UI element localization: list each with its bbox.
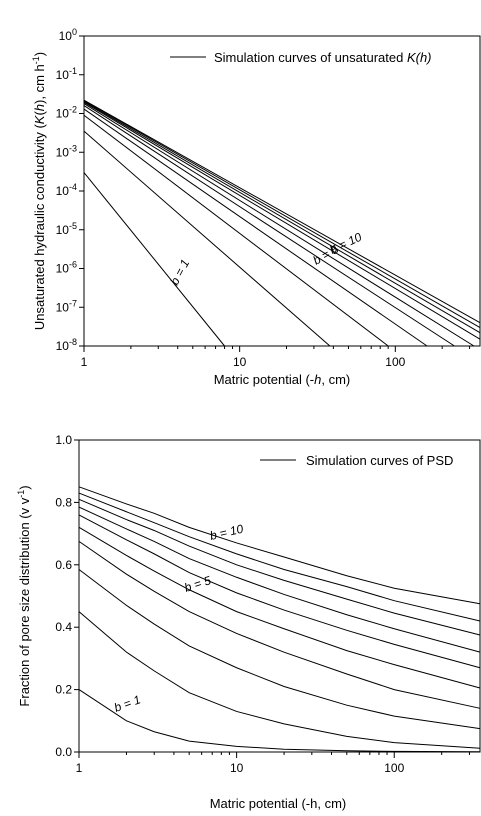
- conductivity-curve-b6: [83, 103, 475, 347]
- psd-curve-b5: [78, 526, 481, 689]
- conductivity-y-tick-label: 10-2: [56, 105, 77, 121]
- conductivity-label-b1: b = 1: [167, 257, 192, 287]
- conductivity-curves: [83, 99, 481, 347]
- psd-curve-b8: [78, 498, 481, 636]
- psd-y-tick-label: 0.8: [55, 495, 72, 509]
- psd-y-tick-label: 0.6: [55, 558, 72, 572]
- psd-curve-b1: [78, 689, 481, 753]
- psd-label-b1: b = 1: [112, 692, 142, 714]
- conductivity-chart: 1 10 100 10010-110-210-310-410-510-610-710…: [31, 27, 481, 387]
- conductivity-y-tick-label: 10-1: [56, 66, 77, 82]
- conductivity-curve-b10: [83, 99, 481, 324]
- conductivity-curve-b3: [83, 114, 389, 347]
- psd-curve-b10: [78, 486, 481, 605]
- psd-curve-b4: [78, 540, 481, 709]
- conductivity-y-ticks: 100 10-1 10-2 10-3 10-4 10-5 10-6 10-7 10-8: [56, 27, 84, 353]
- conductivity-x-tick-label: 10: [233, 355, 247, 369]
- psd-y-ticks: 0.0 0.2 0.4 0.6 0.8 1.0: [55, 433, 79, 759]
- psd-curves: [78, 486, 481, 753]
- conductivity-y-tick-label: 10-6: [56, 260, 77, 276]
- conductivity-legend-text: Simulation curves of unsaturated K(h): [214, 50, 432, 65]
- psd-y-tick-label: 1.0: [55, 433, 72, 447]
- psd-curve-b7: [78, 506, 481, 653]
- psd-curve-b6: [78, 514, 481, 669]
- psd-label-b5: b = 5: [183, 573, 213, 595]
- psd-x-ticks: 1 10 100: [76, 752, 470, 775]
- conductivity-y-tick-label: 10-7: [56, 298, 77, 314]
- conductivity-y-tick-label: 10-5: [56, 221, 77, 237]
- conductivity-plot-frame: [83, 35, 481, 347]
- conductivity-x-ticks: 1 10 100: [81, 346, 471, 369]
- conductivity-curve-b2: [83, 130, 331, 347]
- conductivity-x-axis-label: Matric potential (-h, cm): [214, 372, 351, 387]
- conductivity-x-tick-label: 100: [385, 355, 405, 369]
- conductivity-y-axis-label: Unsaturated hydraulic conductivity (K(h)…: [31, 52, 47, 330]
- psd-plot-frame: [78, 439, 481, 753]
- psd-y-tick-label: 0.0: [55, 745, 72, 759]
- conductivity-y-tick-label: 10-4: [56, 182, 77, 198]
- psd-curve-b3: [78, 569, 481, 730]
- conductivity-y-tick-label: 10-3: [56, 143, 77, 159]
- conductivity-curve-b1: [83, 172, 225, 347]
- psd-x-tick-label: 1: [76, 761, 83, 775]
- conductivity-y-tick-label: 100: [59, 27, 77, 43]
- conductivity-curve-b5: [83, 105, 455, 347]
- conductivity-y-tick-label: 10-8: [56, 337, 77, 353]
- conductivity-curve-b4: [83, 108, 428, 347]
- psd-x-tick-label: 100: [384, 761, 404, 775]
- psd-curve-b9: [78, 492, 481, 622]
- psd-y-tick-label: 0.4: [55, 620, 72, 634]
- psd-chart: 1 10 100 0.0 0.2 0.4 0.6 0.8 1.0 Matric potenti…: [16, 433, 481, 811]
- psd-legend-text: Simulation curves of PSD: [306, 453, 453, 468]
- psd-y-tick-label: 0.2: [55, 683, 72, 697]
- conductivity-curve-b9: [83, 100, 481, 328]
- psd-x-axis-label: Matric potential (-h, cm): [210, 796, 347, 811]
- psd-curve-b2: [78, 611, 481, 749]
- conductivity-x-tick-label: 1: [81, 355, 88, 369]
- conductivity-curve-b7: [83, 101, 481, 340]
- psd-y-axis-label: Fraction of pore size distribution (v v-…: [16, 485, 32, 706]
- conductivity-curve-b8: [83, 100, 481, 334]
- psd-x-tick-label: 10: [230, 761, 244, 775]
